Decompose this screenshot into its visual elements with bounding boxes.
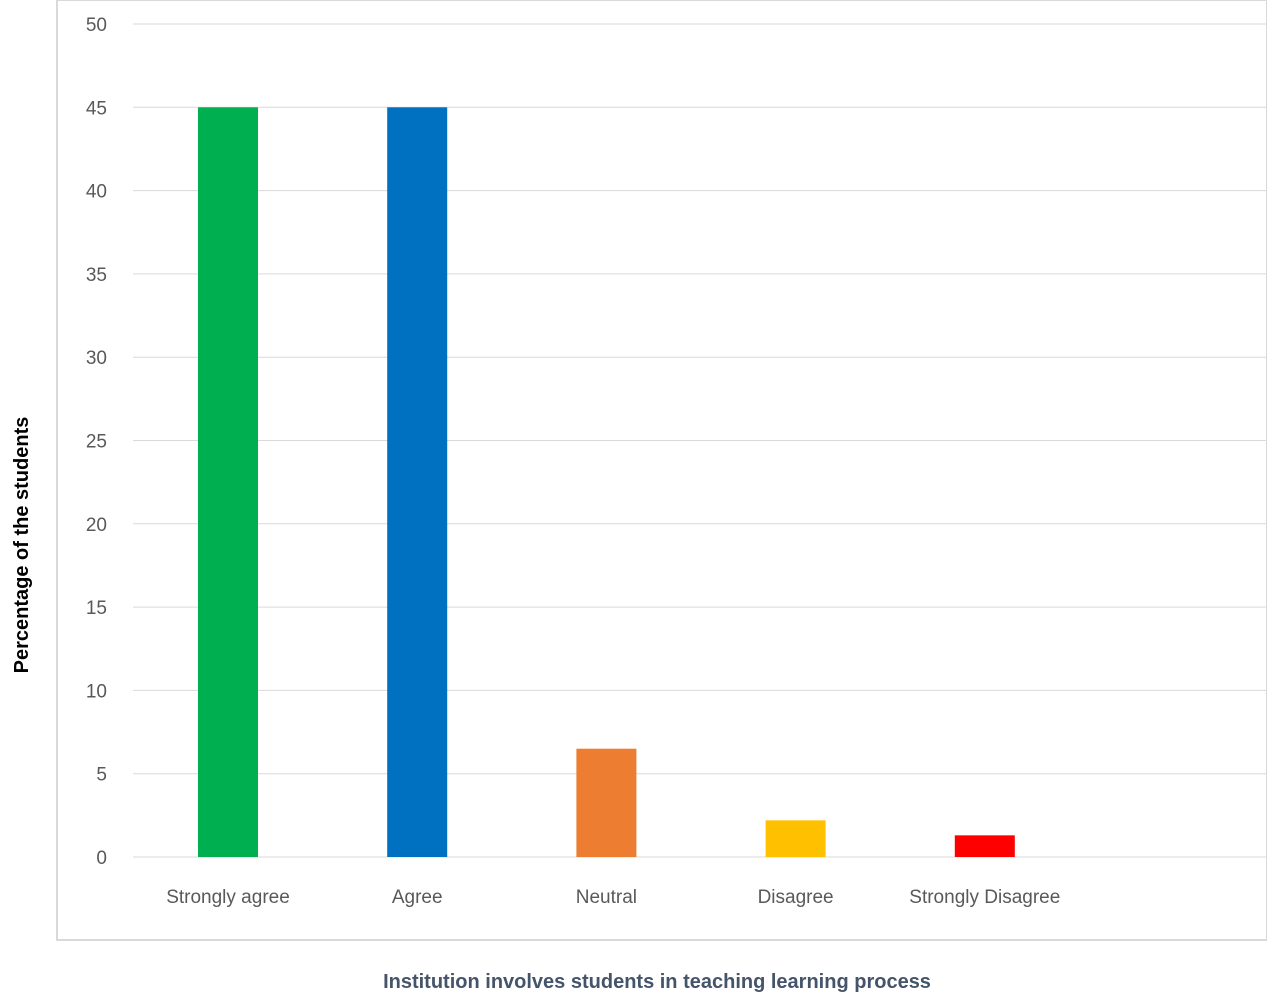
chart-frame	[56, 0, 1267, 941]
bar	[387, 107, 448, 858]
category-label: Strongly agree	[166, 887, 290, 908]
y-tick-label: 45	[86, 98, 107, 119]
y-tick-label: 20	[86, 515, 107, 536]
y-tick-label: 50	[86, 15, 107, 36]
gridlines	[133, 23, 1267, 858]
y-axis-title: Percentage of the students	[11, 417, 33, 674]
y-tick-label: 5	[96, 765, 107, 786]
y-tick-label: 30	[86, 348, 107, 369]
y-tick-label: 0	[96, 848, 107, 869]
category-labels: Strongly agree Agree Neutral Disagree Strong…	[166, 887, 1060, 908]
y-tick-labels: 0 5 10 15 20 25 30 35 40 45 50	[86, 15, 107, 869]
y-tick-label: 10	[86, 681, 107, 702]
bars	[198, 107, 1015, 858]
bar	[954, 835, 1015, 857]
bar	[198, 107, 258, 858]
category-label: Agree	[392, 887, 443, 908]
bar	[765, 820, 826, 857]
y-tick-label: 40	[86, 182, 107, 203]
category-label: Disagree	[758, 887, 834, 908]
category-label: Neutral	[576, 887, 637, 908]
bar	[576, 748, 637, 857]
y-tick-label: 15	[86, 598, 107, 619]
y-tick-label: 35	[86, 265, 107, 286]
y-tick-label: 25	[86, 432, 107, 453]
x-axis-title: Institution involves students in teachin…	[383, 971, 931, 993]
category-label: Strongly Disagree	[909, 887, 1060, 908]
